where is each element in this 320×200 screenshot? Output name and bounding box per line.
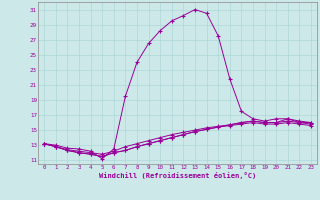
X-axis label: Windchill (Refroidissement éolien,°C): Windchill (Refroidissement éolien,°C) [99,172,256,179]
